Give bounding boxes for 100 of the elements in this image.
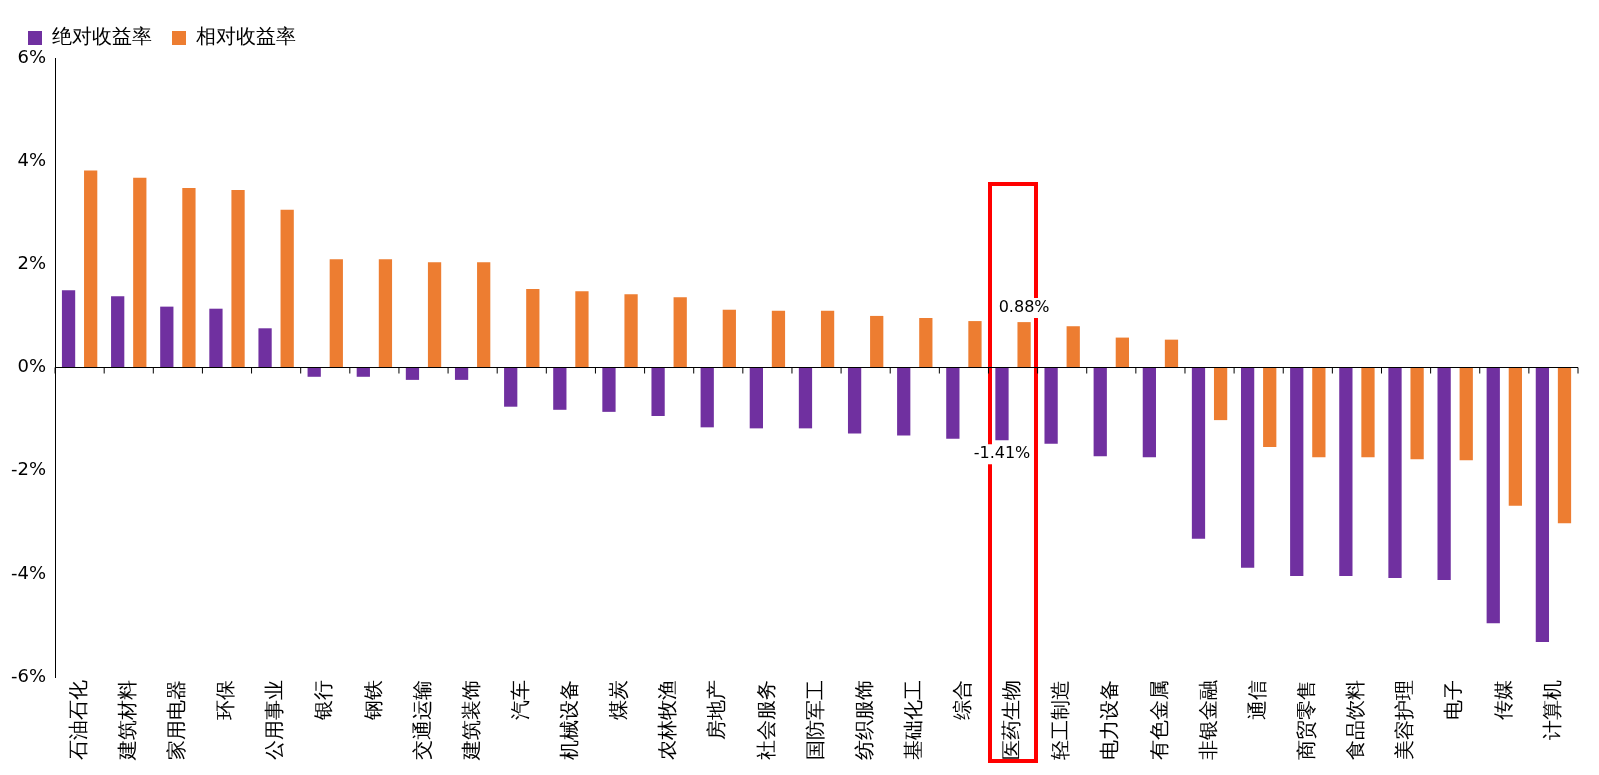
x-tick-label: 综合 — [950, 680, 975, 720]
bar — [258, 328, 272, 368]
x-tick-label: 石油石化 — [65, 680, 90, 760]
bar — [673, 297, 687, 368]
x-tick-label: 钢铁 — [360, 680, 385, 721]
x-tick-label: 纺织服饰 — [851, 680, 876, 760]
bar — [1410, 367, 1424, 460]
bar — [1191, 367, 1206, 539]
x-tick-label: 基础化工 — [900, 680, 925, 760]
y-tick-label: 6% — [17, 45, 47, 67]
bar — [504, 367, 518, 407]
bar — [968, 321, 982, 368]
x-tick-label: 国防军工 — [802, 680, 827, 760]
x-tick-label: 食品饮料 — [1343, 680, 1368, 760]
bar — [405, 367, 420, 380]
x-tick-label: 商贸零售 — [1294, 680, 1318, 760]
bar — [1017, 322, 1031, 368]
bar — [870, 315, 884, 368]
x-tick-label: 有色金属 — [1146, 680, 1171, 760]
bar — [1388, 367, 1402, 578]
bar — [209, 308, 223, 368]
bar — [1290, 367, 1304, 576]
bar — [624, 294, 638, 368]
bar — [771, 310, 786, 368]
bar — [1339, 367, 1353, 576]
bar — [280, 209, 294, 368]
bar — [1486, 367, 1500, 624]
x-tick-label: 美容护理 — [1392, 680, 1417, 760]
bar — [1263, 367, 1277, 447]
bar — [1361, 367, 1375, 458]
bar — [919, 317, 933, 368]
y-tick-label: -4% — [10, 561, 47, 583]
x-tick-label: 建筑装饰 — [458, 680, 483, 761]
bar — [61, 290, 76, 368]
bar — [722, 309, 736, 368]
bar — [160, 306, 174, 368]
bar — [378, 259, 393, 368]
data-label: -1.41% — [973, 443, 1031, 463]
bar — [847, 367, 862, 434]
bar — [575, 291, 589, 368]
x-tick-label: 煤炭 — [606, 680, 631, 720]
bar — [1437, 367, 1451, 581]
y-tick-label: 2% — [17, 252, 47, 274]
bar — [700, 367, 714, 428]
data-label: 0.88% — [998, 297, 1050, 317]
x-tick-label: 银行 — [311, 680, 336, 721]
bar — [651, 367, 665, 416]
x-tick-label: 交通运输 — [409, 680, 434, 760]
bar — [946, 367, 960, 439]
bar — [1066, 326, 1080, 368]
bar — [1240, 367, 1255, 568]
bar — [1459, 367, 1473, 461]
x-tick-label: 传媒 — [1490, 680, 1515, 720]
x-tick-label: 通信 — [1244, 680, 1269, 720]
bar — [1115, 337, 1129, 368]
x-tick-label: 电力设备 — [1097, 680, 1122, 760]
x-tick-label: 轻工制造 — [1048, 680, 1073, 760]
bar — [454, 367, 469, 380]
x-tick-label: 农林牧渔 — [655, 680, 680, 760]
bar — [602, 367, 616, 412]
x-tick-label: 房地产 — [704, 680, 729, 740]
bar — [231, 190, 245, 368]
bar — [329, 259, 343, 368]
bar — [307, 367, 321, 377]
bar — [798, 367, 813, 429]
bar — [1142, 367, 1156, 458]
bar — [1044, 367, 1058, 444]
bar — [133, 177, 147, 368]
bar — [1508, 367, 1522, 506]
legend-label: 相对收益率 — [196, 24, 296, 49]
bar — [1535, 367, 1550, 642]
x-tick-label: 环保 — [213, 680, 238, 720]
bar — [356, 367, 370, 377]
x-tick-label: 汽车 — [507, 680, 532, 720]
x-tick-label: 社会服务 — [753, 680, 778, 760]
x-tick-label: 建筑材料 — [114, 680, 139, 761]
bar — [182, 187, 196, 368]
x-tick-label: 机械设备 — [557, 680, 582, 760]
x-tick-label: 家用电器 — [164, 680, 189, 760]
bar — [749, 367, 763, 429]
y-tick-label: 0% — [17, 355, 47, 377]
bar — [526, 289, 540, 368]
legend-label: 绝对收益率 — [52, 24, 152, 49]
bar — [427, 262, 442, 368]
x-tick-label: 电子 — [1441, 680, 1466, 720]
bar — [1213, 367, 1228, 421]
y-tick-label: -2% — [10, 458, 47, 480]
bar — [111, 296, 125, 368]
bar — [1312, 367, 1326, 458]
x-tick-label: 非银金融 — [1195, 680, 1220, 760]
bar — [995, 367, 1009, 441]
bar — [1164, 339, 1179, 368]
bar — [553, 367, 567, 410]
bar — [820, 310, 835, 368]
bar — [84, 170, 98, 368]
bar — [1093, 367, 1107, 457]
x-tick-label: 公用事业 — [262, 680, 287, 760]
x-tick-label: 医药生物 — [999, 680, 1024, 760]
bar — [897, 367, 911, 436]
y-tick-label: -6% — [10, 664, 47, 686]
